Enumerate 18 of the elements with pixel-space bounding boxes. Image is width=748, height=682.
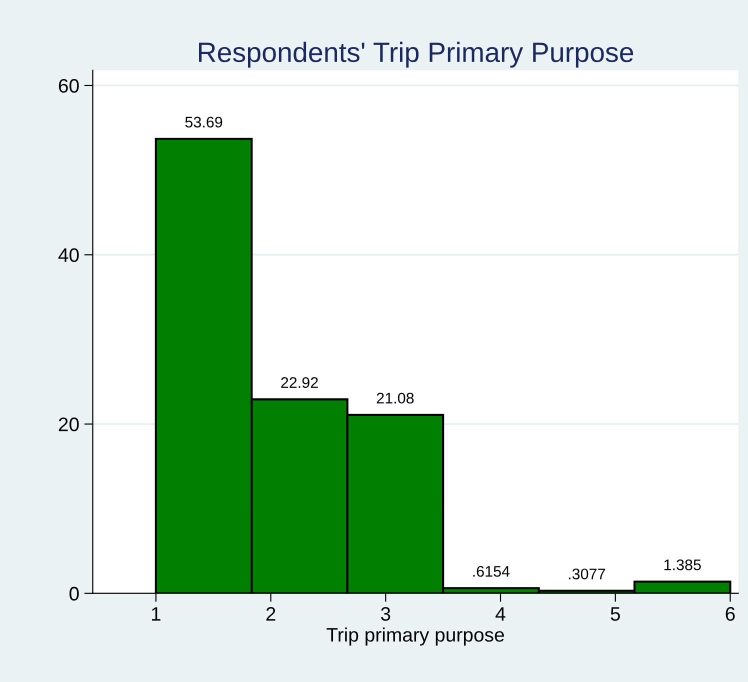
- x-tick-label: 6: [726, 607, 735, 621]
- x-tick-label: 1: [152, 607, 160, 621]
- data-label: 53.69: [185, 116, 222, 128]
- data-label: 21.08: [376, 392, 414, 404]
- y-tick-label: 60: [58, 78, 79, 93]
- data-label: 1.385: [664, 559, 701, 570]
- x-tick-label: 2: [266, 607, 276, 621]
- data-label: .3077: [568, 568, 606, 580]
- x-axis-title: Trip primary purpose: [326, 627, 504, 646]
- x-tick-label: 4: [496, 607, 506, 621]
- x-tick-label: 3: [380, 607, 390, 621]
- data-label: 22.92: [281, 377, 318, 388]
- chart-title: Respondents' Trip Primary Purpose: [199, 42, 634, 68]
- x-tick-label: 5: [610, 607, 620, 621]
- data-label: .6154: [473, 566, 510, 577]
- y-tick-label: 20: [58, 418, 79, 432]
- y-tick-label: 40: [58, 248, 79, 262]
- y-tick-label: 0: [70, 586, 79, 601]
